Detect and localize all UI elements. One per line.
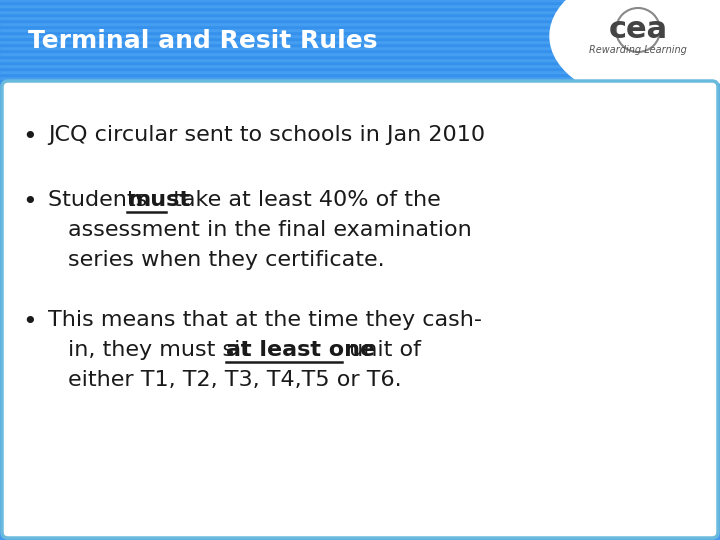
Text: •: •	[22, 310, 37, 334]
Text: JCQ circular sent to schools in Jan 2010: JCQ circular sent to schools in Jan 2010	[48, 125, 485, 145]
Bar	[0, 34, 720, 37]
Bar	[0, 58, 720, 61]
Text: at least one: at least one	[226, 340, 376, 360]
Text: Students: Students	[48, 190, 154, 210]
Text: either T1, T2, T3, T4,T5 or T6.: either T1, T2, T3, T4,T5 or T6.	[68, 370, 402, 390]
Ellipse shape	[550, 0, 720, 101]
Bar	[0, 25, 720, 28]
Bar	[0, 64, 720, 67]
Text: This means that at the time they cash-: This means that at the time they cash-	[48, 310, 482, 330]
Text: must: must	[127, 190, 190, 210]
Bar	[0, 73, 720, 76]
Bar	[0, 4, 720, 7]
Bar	[0, 13, 720, 16]
Bar	[0, 28, 720, 31]
Text: •: •	[22, 190, 37, 214]
Text: take at least 40% of the: take at least 40% of the	[166, 190, 441, 210]
Bar	[0, 40, 720, 43]
Bar	[0, 61, 720, 64]
Bar	[0, 0, 720, 1]
FancyBboxPatch shape	[2, 81, 718, 538]
Bar	[0, 37, 720, 40]
Text: series when they certificate.: series when they certificate.	[68, 250, 384, 270]
Text: •: •	[22, 125, 37, 149]
Bar	[0, 52, 720, 55]
Bar	[0, 16, 720, 19]
Bar	[0, 46, 720, 49]
Text: cea: cea	[608, 16, 667, 44]
Bar	[0, 70, 720, 73]
Text: unit of: unit of	[341, 340, 420, 360]
Bar	[0, 7, 720, 10]
Bar	[0, 19, 720, 22]
Bar	[0, 10, 720, 13]
Bar	[0, 76, 720, 79]
Bar	[0, 49, 720, 52]
Bar	[0, 55, 720, 58]
Bar	[0, 0, 720, 82]
Bar	[0, 79, 720, 82]
Text: Rewarding Learning: Rewarding Learning	[589, 45, 687, 55]
Bar	[0, 67, 720, 70]
Text: Terminal and Resit Rules: Terminal and Resit Rules	[28, 29, 377, 53]
Text: in, they must sit: in, they must sit	[68, 340, 256, 360]
Bar	[0, 31, 720, 34]
Bar	[0, 1, 720, 4]
Bar	[0, 43, 720, 46]
Bar	[0, 22, 720, 25]
Text: assessment in the final examination: assessment in the final examination	[68, 220, 472, 240]
